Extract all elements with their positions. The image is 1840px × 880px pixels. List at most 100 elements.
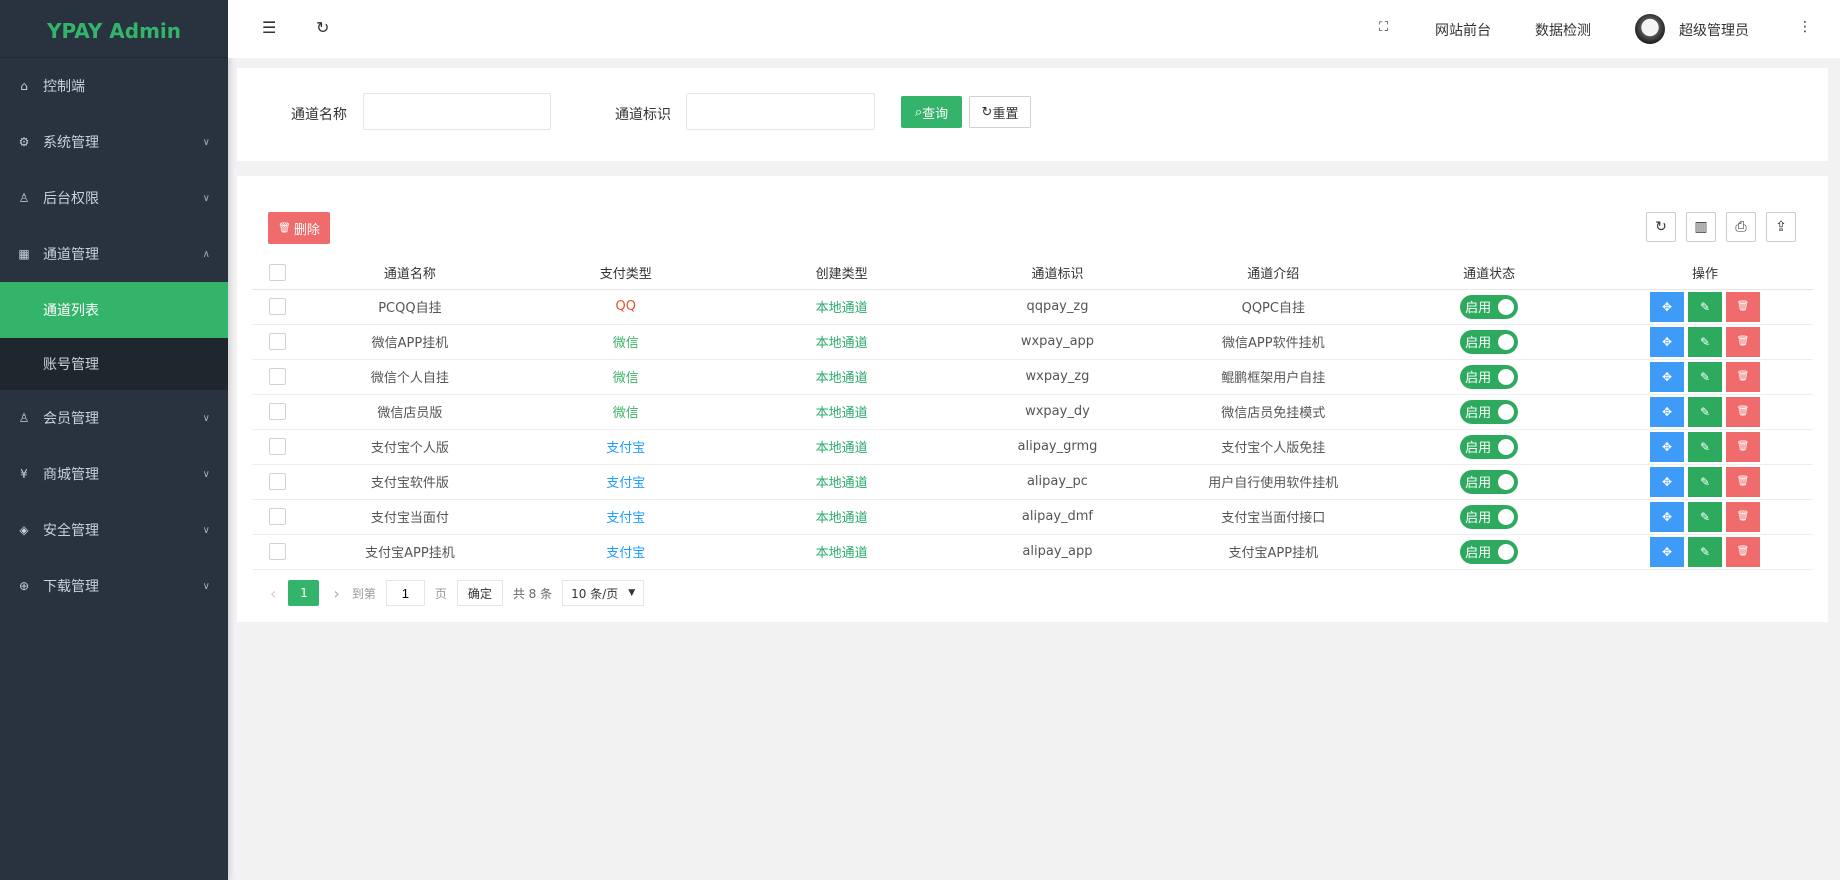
delete-row-button[interactable]: 🗑	[1726, 361, 1761, 392]
columns-icon: ▥	[1694, 219, 1708, 235]
reset-button[interactable]: ↻ 重置	[969, 96, 1031, 128]
delete-row-button[interactable]: 🗑	[1726, 326, 1761, 357]
user-name[interactable]: 超级管理员	[1679, 23, 1749, 39]
page-size-select[interactable]: 10 条/页 ▼	[562, 580, 645, 606]
export-button[interactable]: ⇪	[1766, 212, 1796, 242]
table-row: 微信店员版 微信 本地通道 wxpay_dy 微信店员免挂模式 启用 ✥ ✎ 🗑	[252, 394, 1813, 430]
create-type: 本地通道	[733, 324, 950, 360]
channel-ident: wxpay_app	[949, 324, 1166, 360]
pencil-icon: ✎	[1700, 404, 1711, 419]
goto-label: 到第	[351, 586, 376, 601]
row-checkbox[interactable]	[268, 403, 286, 420]
edit-button[interactable]: ✎	[1688, 396, 1723, 427]
delete-row-button[interactable]: 🗑	[1726, 291, 1761, 322]
channel-ident: wxpay_zg	[949, 359, 1166, 395]
sidebar-item-1[interactable]: ⚙ 系统管理 ∨	[0, 114, 228, 170]
edit-button[interactable]: ✎	[1688, 361, 1723, 392]
sidebar-item-label: 安全管理	[43, 523, 99, 539]
delete-row-button[interactable]: 🗑	[1726, 536, 1761, 567]
trash-icon: 🗑	[1736, 371, 1750, 382]
status-toggle[interactable]: 启用	[1460, 434, 1519, 459]
move-button[interactable]: ✥	[1650, 291, 1685, 322]
status-toggle[interactable]: 启用	[1460, 469, 1519, 494]
create-type: 本地通道	[733, 534, 950, 570]
status-toggle[interactable]: 启用	[1460, 364, 1519, 389]
status-toggle[interactable]: 启用	[1460, 539, 1519, 564]
edit-button[interactable]: ✎	[1688, 326, 1723, 357]
channel-intro: 用户自行使用软件挂机	[1165, 464, 1382, 500]
row-checkbox[interactable]	[268, 543, 286, 560]
pay-type: 微信	[517, 394, 734, 430]
move-button[interactable]: ✥	[1650, 326, 1685, 357]
move-button[interactable]: ✥	[1650, 361, 1685, 392]
goto-page-input[interactable]	[385, 580, 425, 606]
delete-button[interactable]: 🗑 删除	[268, 212, 330, 244]
edit-button[interactable]: ✎	[1688, 291, 1723, 322]
diamond-icon: ◈	[19, 523, 29, 537]
sidebar-item-2[interactable]: ♙ 后台权限 ∨	[0, 170, 228, 226]
row-checkbox[interactable]	[268, 368, 286, 385]
move-button[interactable]: ✥	[1650, 466, 1685, 497]
more-icon[interactable]: ⋮	[1798, 19, 1812, 35]
move-button[interactable]: ✥	[1650, 396, 1685, 427]
frontend-link[interactable]: 网站前台	[1435, 23, 1491, 39]
sidebar-item-7[interactable]: ⊕ 下载管理 ∨	[0, 558, 228, 614]
sidebar-subitem-1[interactable]: 账号管理	[0, 338, 228, 390]
fullscreen-icon[interactable]: ⛶	[1379, 20, 1389, 35]
prev-page-icon[interactable]: ‹	[270, 583, 277, 603]
toggle-knob	[1498, 508, 1515, 525]
row-checkbox[interactable]	[268, 438, 286, 455]
toggle-knob	[1498, 438, 1515, 455]
channel-ident-input[interactable]	[686, 93, 875, 130]
menu-collapse-icon[interactable]: ☰	[262, 18, 277, 37]
chevron-icon: ∧	[202, 248, 210, 260]
delete-row-button[interactable]: 🗑	[1726, 431, 1761, 462]
channel-name: 微信店员版	[302, 394, 518, 430]
row-checkbox[interactable]	[268, 473, 286, 490]
columns-button[interactable]: ▥	[1686, 212, 1716, 242]
toggle-knob	[1498, 298, 1515, 315]
refresh-table-button[interactable]: ↻	[1646, 212, 1676, 242]
channel-intro: 鲲鹏框架用户自挂	[1165, 359, 1382, 395]
sidebar-item-3[interactable]: ▦ 通道管理 ∧	[0, 226, 228, 282]
sidebar-item-label: 会员管理	[43, 411, 99, 427]
avatar[interactable]	[1635, 14, 1665, 44]
status-toggle[interactable]: 启用	[1460, 329, 1519, 354]
goto-confirm-button[interactable]: 确定	[456, 580, 503, 606]
next-page-icon[interactable]: ›	[333, 583, 340, 603]
sidebar-subitem-0[interactable]: 通道列表	[0, 282, 228, 338]
move-button[interactable]: ✥	[1650, 431, 1685, 462]
status-toggle[interactable]: 启用	[1460, 294, 1519, 319]
move-button[interactable]: ✥	[1650, 536, 1685, 567]
move-icon: ✥	[1662, 509, 1673, 524]
row-checkbox[interactable]	[268, 508, 286, 525]
print-icon: ⎙	[1735, 219, 1747, 235]
row-checkbox[interactable]	[268, 298, 286, 315]
status-toggle[interactable]: 启用	[1460, 504, 1519, 529]
refresh-icon[interactable]: ↻	[316, 18, 330, 37]
data-check-link[interactable]: 数据检测	[1535, 23, 1591, 39]
sidebar-item-0[interactable]: ⌂ 控制端	[0, 58, 228, 114]
print-button[interactable]: ⎙	[1726, 212, 1756, 242]
create-type: 本地通道	[733, 499, 950, 535]
delete-row-button[interactable]: 🗑	[1726, 466, 1761, 497]
status-toggle[interactable]: 启用	[1460, 399, 1519, 424]
trash-icon: 🗑	[278, 222, 291, 234]
query-button[interactable]: ⌕ 查询	[901, 96, 962, 128]
sidebar-item-6[interactable]: ◈ 安全管理 ∨	[0, 502, 228, 558]
edit-button[interactable]: ✎	[1688, 501, 1723, 532]
edit-button[interactable]: ✎	[1688, 466, 1723, 497]
delete-row-button[interactable]: 🗑	[1726, 396, 1761, 427]
select-all-checkbox[interactable]	[268, 264, 286, 282]
edit-button[interactable]: ✎	[1688, 536, 1723, 567]
edit-button[interactable]: ✎	[1688, 431, 1723, 462]
sidebar-item-4[interactable]: ♙ 会员管理 ∨	[0, 390, 228, 446]
delete-row-button[interactable]: 🗑	[1726, 501, 1761, 532]
row-checkbox[interactable]	[268, 333, 286, 350]
create-type: 本地通道	[733, 464, 950, 500]
trash-icon: 🗑	[1736, 301, 1750, 312]
move-button[interactable]: ✥	[1650, 501, 1685, 532]
sidebar-item-5[interactable]: ¥ 商城管理 ∨	[0, 446, 228, 502]
channel-name-input[interactable]	[363, 93, 551, 130]
page-1[interactable]: 1	[288, 580, 320, 606]
